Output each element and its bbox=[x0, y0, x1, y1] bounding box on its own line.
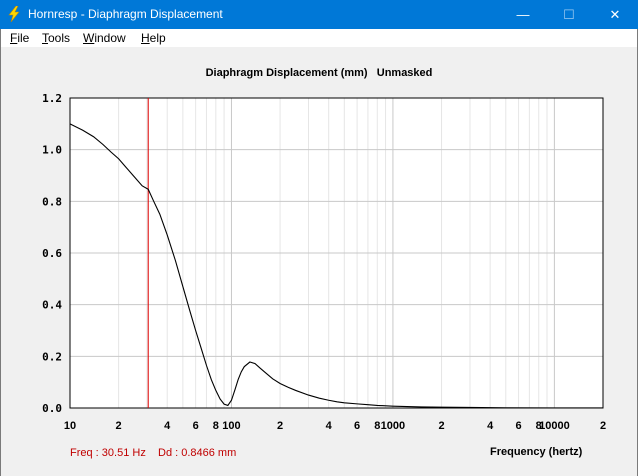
menu-window[interactable]: Window bbox=[83, 31, 126, 45]
x-tick-label: 2 bbox=[438, 420, 444, 432]
x-axis-label: Frequency (hertz) bbox=[490, 446, 583, 458]
x-tick-label: 100 bbox=[222, 420, 240, 432]
frequency-readout: Freq : 30.51 Hz bbox=[70, 447, 146, 459]
y-tick-label: 0.6 bbox=[42, 247, 62, 260]
y-tick-label: 1.0 bbox=[42, 144, 62, 157]
title-bar[interactable]: Hornresp - Diaphragm Displacement — ☐ ✕ bbox=[0, 0, 638, 29]
y-tick-label: 0.2 bbox=[42, 350, 62, 363]
x-tick-label: 10 bbox=[64, 420, 76, 432]
x-tick-label: 8 bbox=[374, 420, 380, 432]
minimize-icon: — bbox=[516, 7, 530, 22]
x-tick-label: 4 bbox=[487, 420, 494, 432]
x-tick-label: 1000 bbox=[381, 420, 405, 432]
plot-border bbox=[69, 97, 604, 409]
window-title: Hornresp - Diaphragm Displacement bbox=[28, 7, 223, 21]
close-icon: ✕ bbox=[609, 6, 621, 22]
chart-title: Diaphragm Displacement (mm) Unmasked bbox=[0, 67, 638, 80]
x-tick-label: 4 bbox=[164, 420, 171, 432]
chart-mode-text: Unmasked bbox=[376, 67, 433, 79]
x-tick-label: 2 bbox=[277, 420, 283, 432]
menu-tools[interactable]: Tools bbox=[42, 31, 71, 45]
x-tick-label: 2 bbox=[116, 420, 122, 432]
menu-file[interactable]: File bbox=[10, 31, 30, 45]
y-tick-label: 1.2 bbox=[42, 92, 62, 105]
x-tick-label: 4 bbox=[326, 420, 333, 432]
displacement-readout: Dd : 0.8466 mm bbox=[158, 447, 237, 459]
x-tick-label: 6 bbox=[193, 420, 199, 432]
menu-bar: File Tools Window Help bbox=[0, 29, 638, 47]
menu-help[interactable]: Help bbox=[141, 31, 166, 45]
y-tick-label: 0.4 bbox=[42, 299, 62, 312]
x-tick-label: 10000 bbox=[539, 420, 570, 432]
x-tick-label: 8 bbox=[213, 420, 219, 432]
displacement-series-line bbox=[69, 123, 604, 409]
y-tick-label: 0.0 bbox=[42, 402, 62, 415]
minimize-button[interactable]: — bbox=[500, 0, 546, 29]
maximize-button[interactable]: ☐ bbox=[546, 0, 592, 29]
chart-title-text: Diaphragm Displacement (mm) bbox=[205, 67, 368, 79]
lightning-icon bbox=[8, 6, 20, 22]
window-border-left bbox=[0, 29, 1, 476]
maximize-icon: ☐ bbox=[563, 6, 575, 22]
x-tick-label: 2 bbox=[600, 420, 606, 432]
close-button[interactable]: ✕ bbox=[592, 0, 638, 29]
x-tick-label: 6 bbox=[516, 420, 522, 432]
x-tick-label: 6 bbox=[354, 420, 360, 432]
y-tick-label: 0.8 bbox=[42, 195, 62, 208]
x-tick-label: 8 bbox=[536, 420, 542, 432]
